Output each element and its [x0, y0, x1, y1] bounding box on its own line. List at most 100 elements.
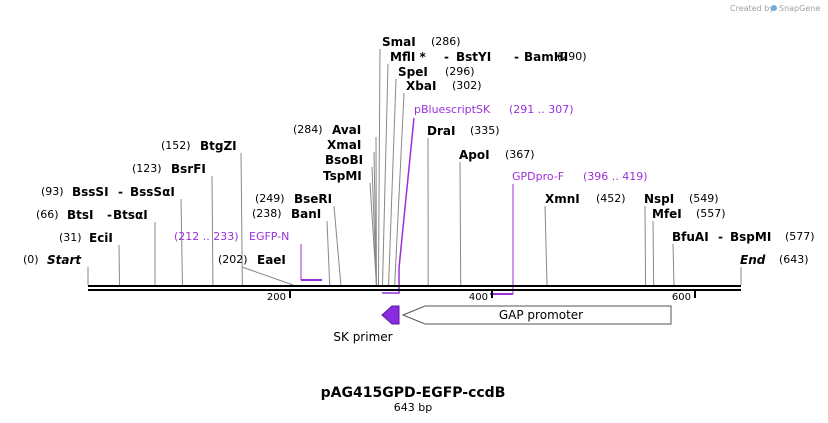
site-label-tspmi[interactable]: TspMI	[323, 169, 362, 183]
feature-gap-promoter[interactable]: GAP promoter	[401, 305, 672, 325]
svg-text:(93): (93)	[41, 185, 64, 198]
tick-600: 600	[672, 291, 696, 303]
primer-label-pbluescriptsk[interactable]: pBluescriptSK (291 .. 307)	[414, 103, 574, 116]
svg-text:(66): (66)	[36, 208, 59, 221]
svg-text:400: 400	[469, 292, 488, 303]
cut-line-eaei	[241, 266, 294, 286]
site-label-xmai[interactable]: XmaI	[327, 138, 361, 152]
site-label-smai[interactable]: SmaI (286)	[382, 35, 461, 49]
svg-text:BssSαI: BssSαI	[130, 185, 175, 199]
primer-pbluescriptsk-marker[interactable]	[382, 117, 415, 294]
primer-egfp-n-marker[interactable]	[300, 244, 322, 281]
cut-line-xmni	[544, 205, 548, 286]
svg-text:(202): (202)	[218, 253, 248, 266]
credit: Created by SnapGene	[730, 4, 820, 13]
site-label-bsrfi[interactable]: (123) BsrFI	[132, 162, 206, 176]
cut-line-spei	[388, 78, 397, 286]
svg-text:-: -	[107, 208, 112, 222]
svg-text:EaeI: EaeI	[257, 253, 286, 267]
svg-text:BstYI: BstYI	[456, 50, 491, 64]
svg-text:Start: Start	[47, 253, 82, 267]
svg-text:pBluescriptSK: pBluescriptSK	[414, 103, 491, 116]
cut-line-xbai	[394, 92, 405, 286]
map-title-block: pAG415GPD-EGFP-ccdB 643 bp	[321, 385, 506, 414]
primer-gpdpro-f-marker[interactable]	[490, 184, 514, 295]
svg-text:BtgZI: BtgZI	[200, 139, 237, 153]
gap-promoter-label: GAP promoter	[499, 308, 583, 322]
svg-text:SmaI: SmaI	[382, 35, 416, 49]
svg-text:DraI: DraI	[427, 124, 455, 138]
svg-text:(290): (290)	[557, 50, 587, 63]
svg-text:XbaI: XbaI	[406, 79, 436, 93]
site-label-xmni[interactable]: XmnI (452)	[545, 192, 626, 206]
feature-sk-primer[interactable]: SK primer	[333, 305, 400, 344]
site-label-bsobi[interactable]: BsoBI	[325, 153, 363, 167]
start-label: (0) Start	[23, 253, 82, 267]
snapgene-logo-icon	[771, 5, 777, 11]
gap-promoter-arrow[interactable]	[401, 305, 672, 325]
svg-text:(549): (549)	[689, 192, 719, 205]
cut-line-mfei	[652, 220, 655, 286]
site-label-btsi[interactable]: (66) BtsI - BtsαI	[36, 208, 148, 222]
svg-text:-: -	[514, 50, 519, 64]
cut-site-lines	[87, 48, 742, 286]
svg-text:(452): (452)	[596, 192, 626, 205]
site-label-bfuai[interactable]: BfuAI - BspMI (577)	[672, 230, 815, 244]
svg-text:(291 .. 307): (291 .. 307)	[509, 103, 574, 116]
site-label-mfli[interactable]: MflI * - BstYI - BamHI (290)	[390, 50, 587, 64]
site-label-apoi[interactable]: ApoI (367)	[459, 148, 535, 162]
svg-text:BspMI: BspMI	[730, 230, 771, 244]
svg-text:(296): (296)	[445, 65, 475, 78]
primer-label-gpdpro-f[interactable]: GPDpro-F (396 .. 419)	[512, 170, 648, 183]
svg-text:-: -	[718, 230, 723, 244]
svg-text:XmaI: XmaI	[327, 138, 361, 152]
cut-line-apoi	[459, 161, 462, 286]
map-length: 643 bp	[394, 401, 432, 414]
svg-text:(302): (302)	[452, 79, 482, 92]
site-label-eaei[interactable]: (202) EaeI	[218, 253, 286, 267]
svg-text:600: 600	[672, 292, 691, 303]
sk-primer-label: SK primer	[333, 330, 392, 344]
end-label: End (643)	[740, 253, 809, 267]
site-label-btgzi[interactable]: (152) BtgZI	[161, 139, 237, 153]
site-label-bani[interactable]: (238) BanI	[252, 207, 321, 221]
svg-text:BfuAI: BfuAI	[672, 230, 709, 244]
site-label-bsssi[interactable]: (93) BssSI - BssSαI	[41, 185, 175, 199]
site-label-mfei[interactable]: MfeI (557)	[652, 207, 726, 221]
site-label-bseri[interactable]: (249) BseRI	[255, 192, 332, 206]
cut-line-bsrfi	[211, 175, 214, 286]
cut-line-mfli	[382, 63, 389, 286]
site-label-xbai[interactable]: XbaI (302)	[406, 79, 482, 93]
svg-text:EciI: EciI	[89, 231, 113, 245]
svg-text:(0): (0)	[23, 253, 39, 266]
site-label-drai[interactable]: DraI (335)	[427, 124, 500, 138]
svg-text:(335): (335)	[470, 124, 500, 137]
svg-text:(367): (367)	[505, 148, 535, 161]
svg-text:BssSI: BssSI	[72, 185, 109, 199]
svg-text:(123): (123)	[132, 162, 162, 175]
cut-line-smai	[377, 48, 381, 286]
svg-text:MfeI: MfeI	[652, 207, 682, 221]
cut-line-bsssi	[180, 198, 183, 286]
sk-primer-arrow[interactable]	[381, 305, 400, 325]
svg-text:BtsαI: BtsαI	[113, 208, 148, 222]
svg-text:EGFP-N: EGFP-N	[249, 230, 289, 243]
primer-label-egfp-n[interactable]: (212 .. 233) EGFP-N	[174, 230, 289, 243]
site-label-spei[interactable]: SpeI (296)	[398, 65, 475, 79]
svg-text:BtsI: BtsI	[67, 208, 94, 222]
site-label-avai[interactable]: (284) AvaI	[293, 123, 361, 137]
svg-text:AvaI: AvaI	[332, 123, 361, 137]
svg-text:(31): (31)	[59, 231, 82, 244]
svg-text:(557): (557)	[696, 207, 726, 220]
cut-line-nspi	[644, 205, 647, 286]
svg-text:(212 .. 233): (212 .. 233)	[174, 230, 239, 243]
svg-text:NspI: NspI	[644, 192, 674, 206]
cut-line-bfuai	[672, 243, 675, 286]
cut-line-btgzi	[240, 152, 243, 286]
site-label-nspi[interactable]: NspI (549)	[644, 192, 719, 206]
svg-text:Created by: Created by	[730, 4, 774, 13]
svg-text:(643): (643)	[779, 253, 809, 266]
site-label-ecii[interactable]: (31) EciI	[59, 231, 113, 245]
svg-text:(577): (577)	[785, 230, 815, 243]
